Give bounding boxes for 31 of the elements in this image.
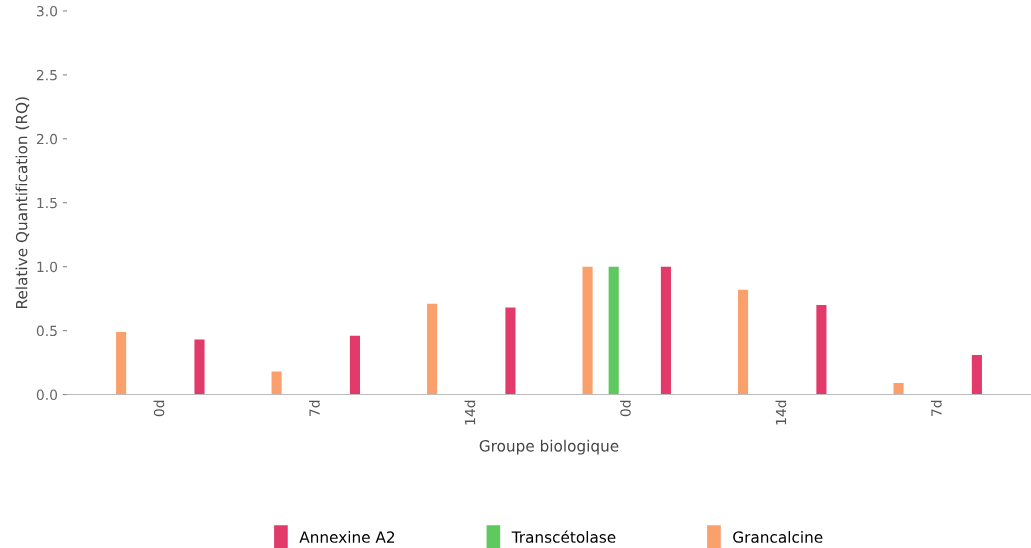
bar <box>660 266 671 395</box>
bar <box>608 266 619 395</box>
bar <box>194 339 205 395</box>
bar <box>271 371 282 395</box>
y-tick-label: 2.0 <box>36 133 58 145</box>
x-tick-label: 0d <box>620 400 631 417</box>
x-tick-label: 7d <box>930 400 942 416</box>
x-tick-label: 7d <box>309 400 320 416</box>
y-tick-label: 2.5 <box>36 69 57 81</box>
bar <box>893 383 904 395</box>
x-tick-label: 0d <box>153 400 165 417</box>
y-axis-title: Relative Quantification (RQ) <box>15 97 30 309</box>
x-tick-label: 14d <box>775 400 787 425</box>
legend-label: Transcétolase <box>511 530 616 543</box>
x-tick-label: 14d <box>464 400 476 425</box>
bar <box>582 266 593 395</box>
bar <box>116 331 127 395</box>
x-axis-title: Groupe biologique <box>479 439 619 455</box>
bar <box>738 289 749 395</box>
y-tick-label: 1.0 <box>37 261 58 273</box>
y-tick-label: 3.0 <box>36 5 58 17</box>
y-tick-label: 0.5 <box>36 325 57 337</box>
legend-label: Grancalcine <box>733 531 823 543</box>
y-tick-label: 1.5 <box>37 197 57 209</box>
legend-label: Annexine A2 <box>299 531 395 543</box>
bar <box>816 305 827 395</box>
bar <box>505 307 516 395</box>
bar <box>971 354 982 395</box>
y-tick-label: 0.0 <box>36 389 58 401</box>
bar <box>349 335 361 395</box>
bar <box>427 303 438 395</box>
